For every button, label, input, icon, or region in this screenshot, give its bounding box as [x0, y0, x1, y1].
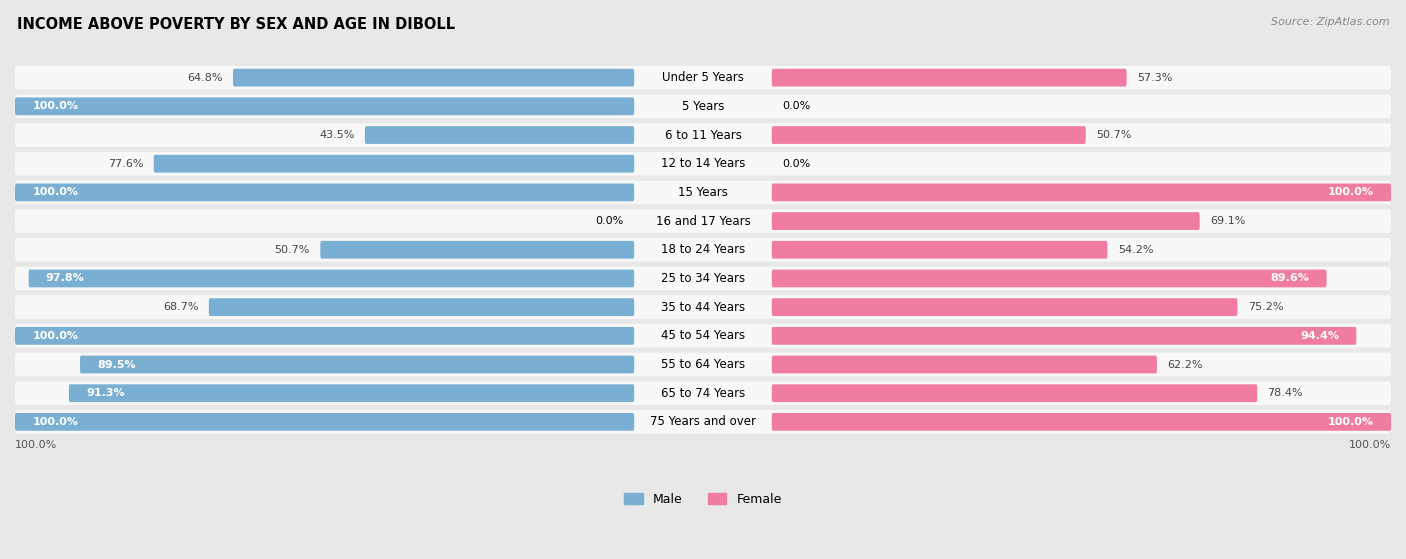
Text: 100.0%: 100.0%: [1348, 440, 1391, 451]
Legend: Male, Female: Male, Female: [619, 488, 787, 511]
FancyBboxPatch shape: [15, 209, 1391, 233]
Text: 78.4%: 78.4%: [1268, 388, 1303, 398]
FancyBboxPatch shape: [772, 356, 1157, 373]
Text: 100.0%: 100.0%: [32, 331, 79, 341]
FancyBboxPatch shape: [15, 97, 634, 115]
FancyBboxPatch shape: [15, 181, 1391, 204]
FancyBboxPatch shape: [772, 299, 1237, 316]
Text: 54.2%: 54.2%: [1118, 245, 1153, 255]
Text: 97.8%: 97.8%: [46, 273, 84, 283]
FancyBboxPatch shape: [15, 295, 1391, 319]
FancyBboxPatch shape: [69, 384, 634, 402]
Text: 100.0%: 100.0%: [1327, 187, 1374, 197]
FancyBboxPatch shape: [15, 353, 1391, 376]
Text: 75.2%: 75.2%: [1247, 302, 1284, 312]
FancyBboxPatch shape: [15, 124, 1391, 147]
Text: 77.6%: 77.6%: [108, 159, 143, 169]
FancyBboxPatch shape: [15, 183, 634, 201]
FancyBboxPatch shape: [15, 410, 1391, 434]
Text: 0.0%: 0.0%: [782, 101, 810, 111]
FancyBboxPatch shape: [364, 126, 634, 144]
Text: 64.8%: 64.8%: [187, 73, 222, 83]
FancyBboxPatch shape: [15, 66, 1391, 89]
FancyBboxPatch shape: [15, 413, 634, 431]
Text: 100.0%: 100.0%: [32, 417, 79, 427]
FancyBboxPatch shape: [772, 212, 1199, 230]
Text: 69.1%: 69.1%: [1211, 216, 1246, 226]
Text: 15 Years: 15 Years: [678, 186, 728, 199]
Text: 50.7%: 50.7%: [1097, 130, 1132, 140]
Text: 5 Years: 5 Years: [682, 100, 724, 113]
Text: 89.6%: 89.6%: [1271, 273, 1309, 283]
Text: 65 to 74 Years: 65 to 74 Years: [661, 387, 745, 400]
Text: 0.0%: 0.0%: [782, 159, 810, 169]
Text: 91.3%: 91.3%: [86, 388, 125, 398]
FancyBboxPatch shape: [15, 327, 634, 345]
Text: 18 to 24 Years: 18 to 24 Years: [661, 243, 745, 256]
Text: 6 to 11 Years: 6 to 11 Years: [665, 129, 741, 141]
Text: 35 to 44 Years: 35 to 44 Years: [661, 301, 745, 314]
FancyBboxPatch shape: [772, 183, 1391, 201]
Text: 100.0%: 100.0%: [32, 187, 79, 197]
FancyBboxPatch shape: [153, 155, 634, 173]
Text: INCOME ABOVE POVERTY BY SEX AND AGE IN DIBOLL: INCOME ABOVE POVERTY BY SEX AND AGE IN D…: [17, 17, 456, 32]
FancyBboxPatch shape: [15, 267, 1391, 290]
FancyBboxPatch shape: [233, 69, 634, 87]
Text: 55 to 64 Years: 55 to 64 Years: [661, 358, 745, 371]
Text: 62.2%: 62.2%: [1167, 359, 1202, 369]
FancyBboxPatch shape: [15, 324, 1391, 348]
FancyBboxPatch shape: [28, 269, 634, 287]
Text: 100.0%: 100.0%: [15, 440, 58, 451]
FancyBboxPatch shape: [15, 152, 1391, 176]
FancyBboxPatch shape: [772, 413, 1391, 431]
Text: 100.0%: 100.0%: [1327, 417, 1374, 427]
Text: 45 to 54 Years: 45 to 54 Years: [661, 329, 745, 342]
Text: 43.5%: 43.5%: [319, 130, 354, 140]
FancyBboxPatch shape: [15, 381, 1391, 405]
FancyBboxPatch shape: [15, 238, 1391, 262]
Text: 75 Years and over: 75 Years and over: [650, 415, 756, 428]
Text: Source: ZipAtlas.com: Source: ZipAtlas.com: [1271, 17, 1389, 27]
FancyBboxPatch shape: [772, 269, 1327, 287]
Text: 89.5%: 89.5%: [97, 359, 136, 369]
FancyBboxPatch shape: [772, 327, 1357, 345]
Text: 12 to 14 Years: 12 to 14 Years: [661, 157, 745, 170]
FancyBboxPatch shape: [80, 356, 634, 373]
Text: 16 and 17 Years: 16 and 17 Years: [655, 215, 751, 228]
FancyBboxPatch shape: [772, 241, 1108, 259]
Text: 25 to 34 Years: 25 to 34 Years: [661, 272, 745, 285]
Text: 50.7%: 50.7%: [274, 245, 309, 255]
FancyBboxPatch shape: [772, 384, 1257, 402]
Text: Under 5 Years: Under 5 Years: [662, 71, 744, 84]
Text: 100.0%: 100.0%: [32, 101, 79, 111]
FancyBboxPatch shape: [772, 126, 1085, 144]
FancyBboxPatch shape: [321, 241, 634, 259]
FancyBboxPatch shape: [209, 299, 634, 316]
Text: 94.4%: 94.4%: [1301, 331, 1339, 341]
FancyBboxPatch shape: [15, 94, 1391, 118]
FancyBboxPatch shape: [772, 69, 1126, 87]
Text: 57.3%: 57.3%: [1137, 73, 1173, 83]
Text: 0.0%: 0.0%: [596, 216, 624, 226]
Text: 68.7%: 68.7%: [163, 302, 198, 312]
